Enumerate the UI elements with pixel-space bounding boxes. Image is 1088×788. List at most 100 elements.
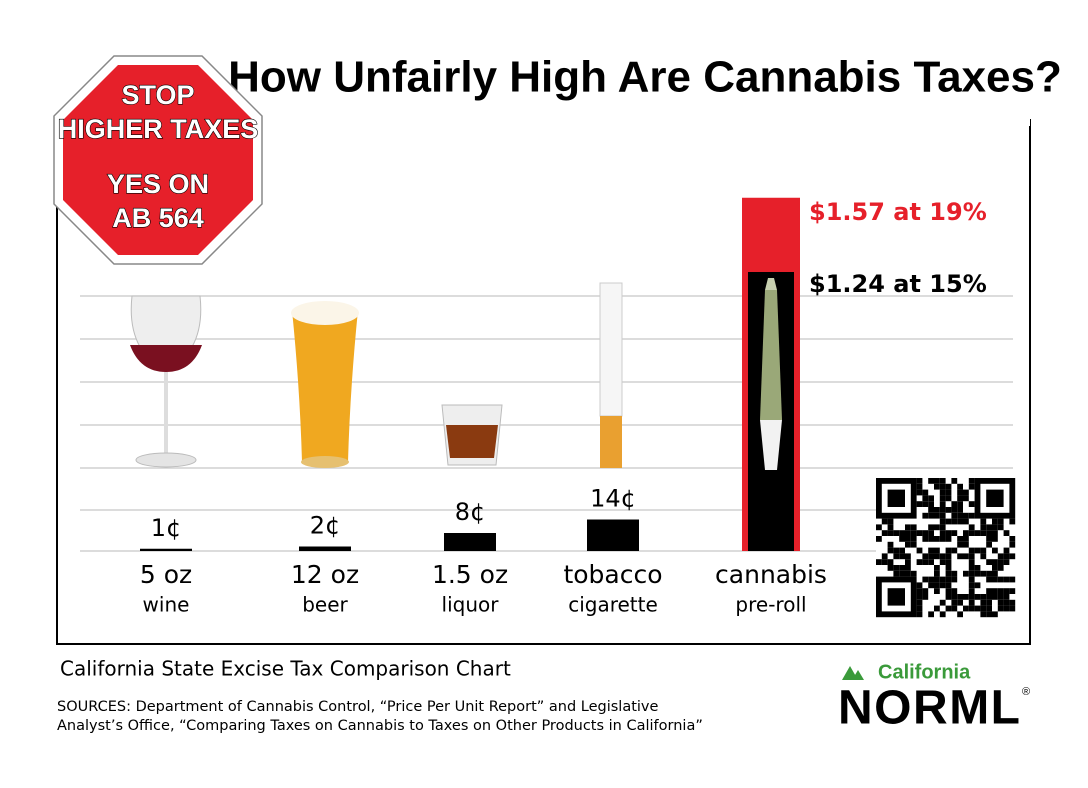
qr-module [951,605,958,612]
qr-module [945,536,952,542]
value-label: $1.24 at 15% [809,270,987,298]
qr-module [899,536,905,542]
sign-face [63,65,253,255]
qr-module [876,559,882,565]
qr-code [876,478,1016,618]
qr-module [928,530,934,536]
sign-text: AB 564 [112,203,204,233]
qr-module [945,576,952,583]
qr-module [968,582,975,589]
qr-module [934,588,940,594]
qr-module [939,559,946,565]
qr-module [992,576,998,583]
qr-module [928,478,934,484]
qr-module [945,588,952,594]
sign-text: STOP [121,80,194,110]
qr-module [986,524,992,531]
qr-module [986,559,992,565]
qr-module [934,547,940,554]
qr-module [910,541,917,548]
qr-module [928,512,934,519]
qr-module [986,530,992,536]
qr-module [980,524,987,531]
qr-module [881,553,888,560]
qr-module [1003,576,1010,583]
qr-module [916,478,923,484]
qr-module [963,541,969,548]
qr-module [974,594,981,600]
qr-module [957,501,963,507]
qr-module [980,605,987,612]
qr-module [963,605,969,612]
qr-module [992,536,998,542]
qr-module [974,547,981,554]
qr-module [887,530,894,536]
qr-module [997,518,1004,525]
qr-module [992,611,998,618]
qr-module [992,518,998,525]
qr-module [980,594,987,600]
qr-module [922,553,929,560]
qr-module [893,530,900,536]
qr-module [945,489,952,496]
qr-module [934,507,940,513]
qr-module [939,512,946,519]
qr-module [887,524,894,531]
qr-module [922,501,929,507]
qr-module [968,605,975,612]
qr-module [934,483,940,490]
qr-module [922,530,929,536]
qr-module [1003,547,1010,554]
qr-module [899,570,905,577]
qr-module [1009,518,1016,525]
qr-module [1009,605,1016,612]
qr-module [916,501,923,507]
qr-module [992,565,998,571]
qr-module [997,524,1004,531]
qr-module [939,553,946,560]
qr-module [997,605,1004,612]
qr-module [1003,553,1010,560]
qr-module [980,599,987,606]
qr-module [1003,530,1010,536]
qr-module [997,599,1004,606]
qr-module [968,478,975,484]
qr-module [934,524,940,531]
qr-module [986,588,992,594]
qr-module [951,588,958,594]
qr-module [992,559,998,565]
qr-module [916,559,923,565]
chart-title: How Unfairly High Are Cannabis Taxes? [228,53,1062,102]
qr-module [957,536,963,542]
qr-module [997,553,1004,560]
category-label: tobacco [563,560,662,589]
qr-module [963,536,969,542]
qr-module [905,536,911,542]
qr-module [1009,588,1016,594]
category-label: 12 oz [291,560,359,589]
qr-module [916,599,923,606]
category-label: cannabis [715,560,827,589]
qr-module [934,582,940,589]
qr-module [939,489,946,496]
qr-module [968,530,975,536]
qr-module [939,518,946,525]
qr-module [957,518,963,525]
qr-module [980,611,987,618]
qr-module [905,541,911,548]
qr-module [928,495,934,502]
qr-module [922,536,929,542]
qr-module [951,599,958,606]
value-label: 1¢ [151,514,182,542]
qr-module [1009,541,1016,548]
qr-module [974,570,981,577]
qr-module [1009,536,1016,542]
qr-module [974,565,981,571]
qr-module [945,507,952,513]
shot-glass [441,404,503,466]
qr-module [945,565,952,571]
qr-module [986,611,992,618]
qr-module [992,530,998,536]
